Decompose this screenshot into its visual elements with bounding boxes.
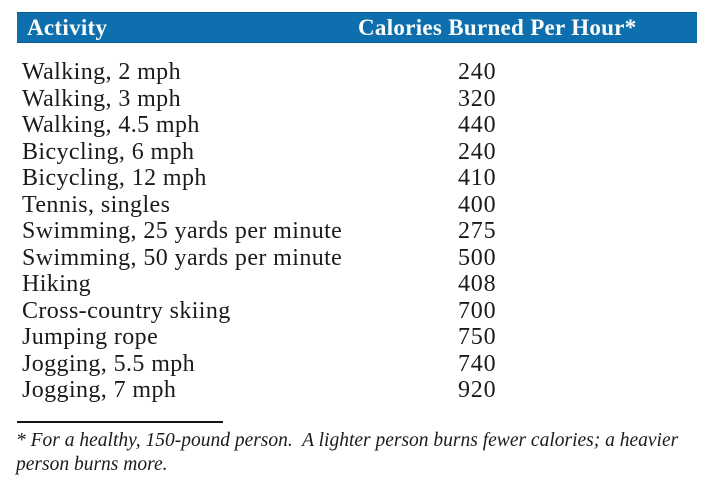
- calories-cell: 275: [458, 218, 497, 244]
- calories-cell: 240: [458, 59, 497, 85]
- calories-cell: 410: [458, 165, 497, 191]
- calories-cell: 320: [458, 85, 497, 112]
- table-row: Jogging, 5.5 mph 740: [22, 351, 712, 378]
- table-row: Tennis, singles 400: [22, 192, 712, 219]
- footnote-text: * For a healthy, 150-pound person. A lig…: [16, 430, 684, 475]
- calories-cell: 440: [458, 112, 497, 138]
- activity-cell: Bicycling, 12 mph: [22, 165, 207, 191]
- calories-cell: 408: [458, 271, 497, 297]
- activity-cell: Cross-country skiing: [22, 297, 231, 324]
- activity-cell: Hiking: [22, 271, 92, 297]
- activity-cell: Swimming, 50 yards per minute: [22, 244, 343, 271]
- footnote-rule: [17, 421, 223, 423]
- table-header-bar: Activity Calories Burned Per Hour*: [17, 12, 697, 43]
- activity-cell: Jogging, 7 mph: [22, 377, 177, 403]
- table-row: Walking, 2 mph 240: [22, 59, 712, 86]
- calories-cell: 240: [458, 138, 497, 165]
- table-row: Bicycling, 12 mph 410: [22, 165, 712, 192]
- table-row: Swimming, 25 yards per minute 275: [22, 218, 712, 245]
- activity-cell: Swimming, 25 yards per minute: [22, 218, 343, 244]
- table-row: Walking, 4.5 mph 440: [22, 112, 712, 139]
- table-row: Hiking 408: [22, 271, 712, 298]
- table-body: Walking, 2 mph 240 Walking, 3 mph 320 Walkin…: [22, 59, 712, 404]
- table-row: Jumping rope 750: [22, 324, 712, 351]
- activity-cell: Walking, 3 mph: [22, 85, 181, 112]
- table-row: Jogging, 7 mph 920: [22, 377, 712, 404]
- calories-cell: 920: [458, 377, 497, 403]
- activity-cell: Jumping rope: [22, 324, 159, 350]
- activity-cell: Tennis, singles: [22, 191, 171, 218]
- table-row: Walking, 3 mph 320: [22, 86, 712, 113]
- table-row: Cross-country skiing 700: [22, 298, 712, 325]
- header-activity-label: Activity: [27, 14, 108, 40]
- activity-cell: Bicycling, 6 mph: [22, 138, 195, 165]
- table-row: Swimming, 50 yards per minute 500: [22, 245, 712, 272]
- calories-cell: 500: [458, 244, 497, 271]
- calories-cell: 750: [458, 324, 497, 350]
- activity-cell: Walking, 2 mph: [22, 59, 181, 85]
- activity-cell: Jogging, 5.5 mph: [22, 350, 196, 377]
- calories-cell: 400: [458, 191, 497, 218]
- header-calories-label: Calories Burned Per Hour*: [358, 14, 637, 40]
- activity-cell: Walking, 4.5 mph: [22, 112, 200, 138]
- calories-cell: 740: [458, 350, 497, 377]
- table-row: Bicycling, 6 mph 240: [22, 139, 712, 166]
- calories-cell: 700: [458, 297, 497, 324]
